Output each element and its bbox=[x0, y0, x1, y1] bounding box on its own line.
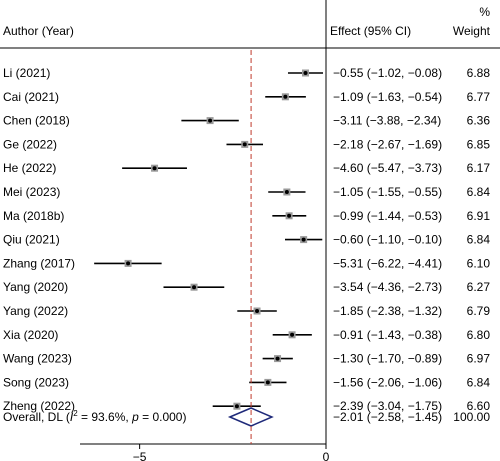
effect-ci: −5.31 (−6.22, −4.41) bbox=[333, 256, 442, 270]
weight-value: 6.17 bbox=[467, 161, 491, 175]
weight-value: 6.77 bbox=[467, 90, 491, 104]
study-label: Mei (2023) bbox=[3, 185, 60, 199]
study-row: Song (2023) −1.56 (−2.06, −1.06) 6.84 bbox=[3, 375, 490, 389]
weight-value: 6.84 bbox=[467, 233, 491, 247]
point-estimate bbox=[301, 237, 306, 242]
header-weight-percent: % bbox=[479, 5, 490, 19]
study-row: Zhang (2017) −5.31 (−6.22, −4.41) 6.10 bbox=[3, 256, 490, 270]
study-label: Xia (2020) bbox=[3, 328, 58, 342]
effect-ci: −3.11 (−3.88, −2.34) bbox=[333, 114, 441, 128]
study-row: Cai (2021) −1.09 (−1.63, −0.54) 6.77 bbox=[3, 90, 490, 104]
study-label: He (2022) bbox=[3, 161, 56, 175]
study-row: Yang (2022) −1.85 (−2.38, −1.32) 6.79 bbox=[3, 304, 490, 318]
header-study: Author (Year) bbox=[3, 24, 74, 38]
effect-ci: −0.55 (−1.02, −0.08) bbox=[333, 66, 442, 80]
study-label: Ge (2022) bbox=[3, 137, 57, 151]
x-axis-ticks: −5 0 bbox=[133, 444, 330, 461]
study-label: Cai (2021) bbox=[3, 90, 59, 104]
header-weight: Weight bbox=[453, 24, 491, 38]
effect-ci: −0.60 (−1.10, −0.10) bbox=[333, 233, 442, 247]
overall-weight: 100.00 bbox=[453, 410, 490, 424]
point-estimate bbox=[265, 380, 270, 385]
effect-ci: −4.60 (−5.47, −3.73) bbox=[333, 161, 442, 175]
weight-value: 6.91 bbox=[467, 209, 491, 223]
study-row: Qiu (2021) −0.60 (−1.10, −0.10) 6.84 bbox=[3, 233, 490, 247]
effect-ci: −0.91 (−1.43, −0.38) bbox=[333, 328, 442, 342]
point-estimate bbox=[275, 356, 280, 361]
study-label: Yang (2020) bbox=[3, 280, 68, 294]
study-label: Li (2021) bbox=[3, 66, 50, 80]
x-tick-label: −5 bbox=[133, 450, 147, 461]
weight-value: 6.84 bbox=[467, 375, 491, 389]
point-estimate bbox=[303, 71, 308, 75]
weight-value: 6.84 bbox=[467, 185, 491, 199]
point-estimate bbox=[290, 332, 295, 337]
weight-value: 6.85 bbox=[467, 137, 491, 151]
study-row: Ma (2018b) −0.99 (−1.44, −0.53) 6.91 bbox=[3, 209, 490, 223]
study-row: He (2022) −4.60 (−5.47, −3.73) 6.17 bbox=[3, 161, 490, 175]
study-label: Chen (2018) bbox=[3, 114, 70, 128]
effect-ci: −0.99 (−1.44, −0.53) bbox=[333, 209, 442, 223]
weight-value: 6.27 bbox=[467, 280, 491, 294]
weight-value: 6.97 bbox=[467, 352, 491, 366]
overall-effect-ci: −2.01 (−2.58, −1.45) bbox=[333, 410, 442, 424]
study-label: Zheng (2022) bbox=[3, 399, 75, 413]
study-row: Yang (2020) −3.54 (−4.36, −2.73) 6.27 bbox=[3, 280, 490, 294]
study-row: Chen (2018) −3.11 (−3.88, −2.34) 6.36 bbox=[3, 114, 490, 128]
effect-ci: −1.30 (−1.70, −0.89) bbox=[333, 352, 442, 366]
study-label: Ma (2018b) bbox=[3, 209, 64, 223]
effect-ci: −2.39 (−3.04, −1.75) bbox=[333, 399, 442, 413]
point-estimate bbox=[152, 166, 157, 171]
weight-value: 6.80 bbox=[467, 328, 491, 342]
point-estimate bbox=[287, 213, 292, 218]
effect-ci: −3.54 (−4.36, −2.73) bbox=[333, 280, 442, 294]
point-estimate bbox=[192, 285, 197, 290]
header-effect: Effect (95% CI) bbox=[330, 24, 411, 38]
study-rows: Li (2021) −0.55 (−1.02, −0.08) 6.88 Cai (20… bbox=[3, 66, 490, 413]
point-estimate bbox=[234, 404, 239, 409]
study-label: Qiu (2021) bbox=[3, 233, 60, 247]
study-row: Mei (2023) −1.05 (−1.55, −0.55) 6.84 bbox=[3, 185, 490, 199]
weight-value: 6.79 bbox=[467, 304, 491, 318]
weight-value: 6.60 bbox=[467, 399, 491, 413]
point-estimate bbox=[284, 190, 289, 194]
weight-value: 6.36 bbox=[467, 114, 491, 128]
overall-diamond bbox=[227, 407, 274, 427]
study-row: Ge (2022) −2.18 (−2.67, −1.69) 6.85 bbox=[3, 137, 490, 151]
effect-ci: −2.18 (−2.67, −1.69) bbox=[333, 137, 442, 151]
point-estimate bbox=[283, 94, 288, 99]
study-label: Zhang (2017) bbox=[3, 256, 75, 270]
study-row: Zheng (2022) −2.39 (−3.04, −1.75) 6.60 bbox=[3, 399, 490, 413]
overall-row: Overall, DL (I2 = 93.6%, p = 0.000) −2.0… bbox=[3, 407, 490, 427]
effect-ci: −1.56 (−2.06, −1.06) bbox=[333, 375, 442, 389]
study-label: Song (2023) bbox=[3, 375, 69, 389]
effect-ci: −1.85 (−2.38, −1.32) bbox=[333, 304, 442, 318]
effect-ci: −1.05 (−1.55, −0.55) bbox=[333, 185, 442, 199]
point-estimate bbox=[255, 309, 260, 313]
weight-value: 6.88 bbox=[467, 66, 491, 80]
point-estimate bbox=[242, 142, 247, 147]
study-label: Wang (2023) bbox=[3, 352, 72, 366]
effect-ci: −1.09 (−1.63, −0.54) bbox=[333, 90, 442, 104]
study-row: Xia (2020) −0.91 (−1.43, −0.38) 6.80 bbox=[3, 328, 490, 342]
study-row: Li (2021) −0.55 (−1.02, −0.08) 6.88 bbox=[3, 66, 490, 80]
weight-value: 6.10 bbox=[467, 256, 491, 270]
point-estimate bbox=[126, 261, 131, 266]
study-label: Yang (2022) bbox=[3, 304, 68, 318]
overall-label: Overall, DL (I2 = 93.6%, p = 0.000) bbox=[3, 409, 186, 424]
study-row: Wang (2023) −1.30 (−1.70, −0.89) 6.97 bbox=[3, 352, 490, 366]
point-estimate bbox=[208, 118, 213, 123]
x-tick-label: 0 bbox=[323, 450, 330, 461]
